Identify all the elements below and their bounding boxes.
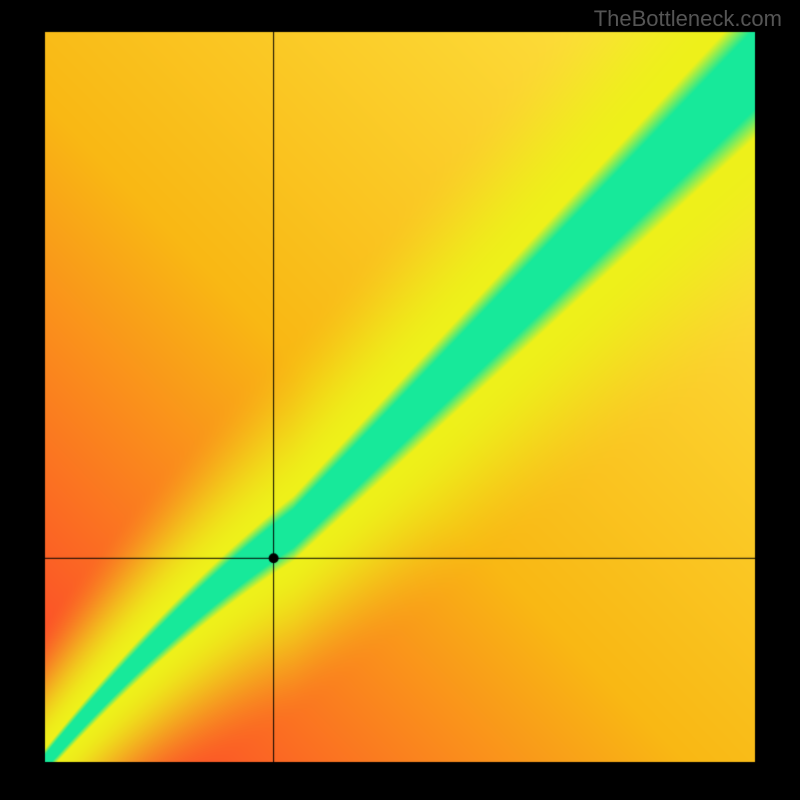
watermark-text: TheBottleneck.com bbox=[594, 6, 782, 32]
chart-container: TheBottleneck.com bbox=[0, 0, 800, 800]
bottleneck-heatmap bbox=[0, 0, 800, 800]
